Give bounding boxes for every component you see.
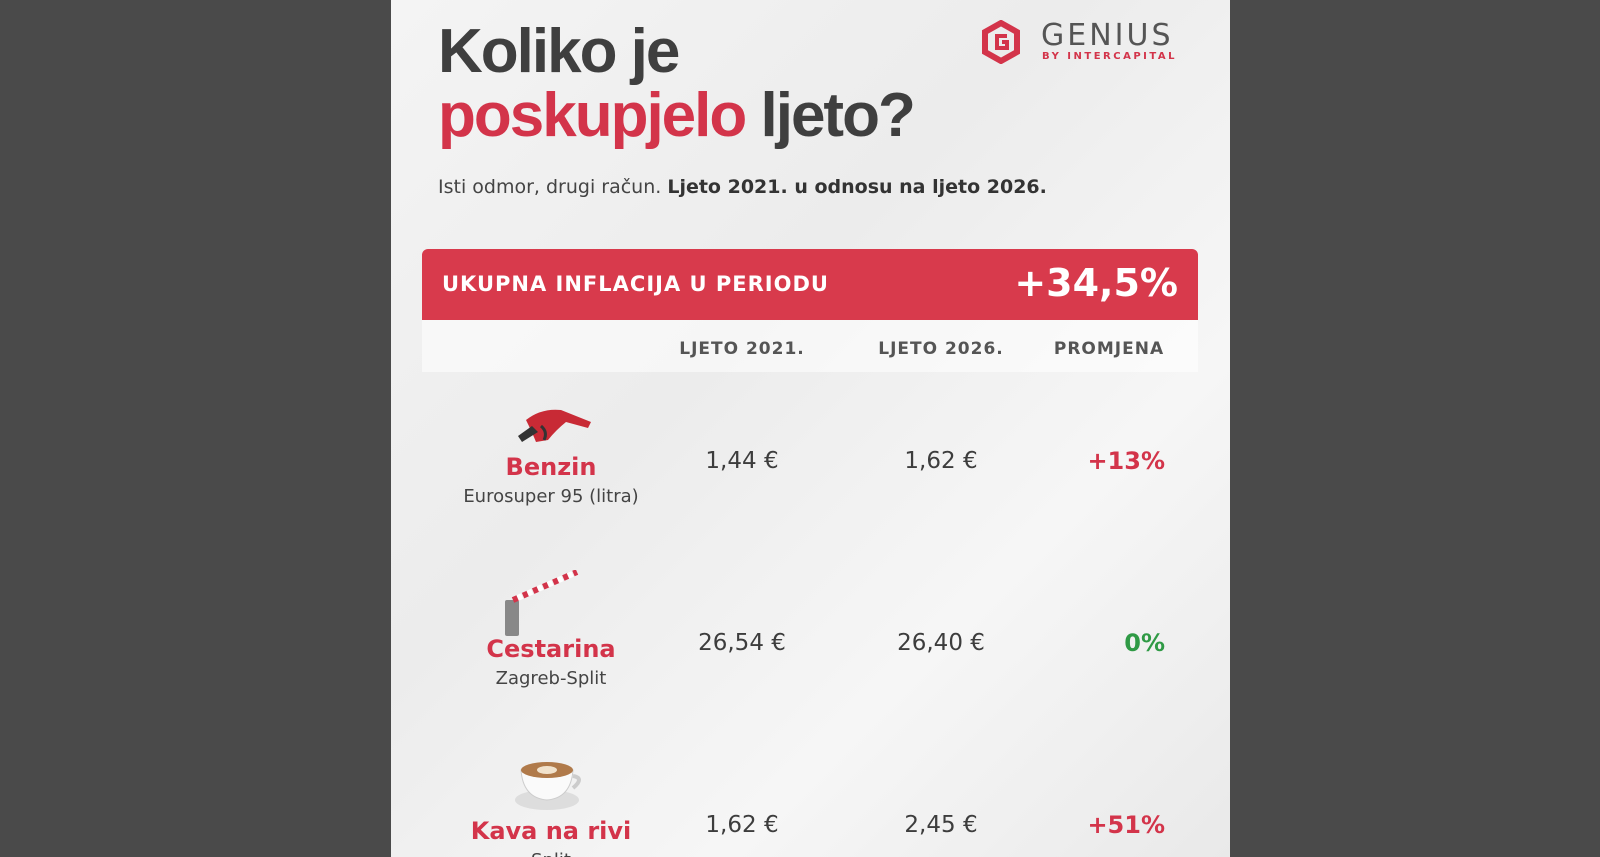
subtitle: Isti odmor, drugi račun. Ljeto 2021. u o… (438, 176, 1047, 198)
item-detail: Eurosuper 95 (litra) (463, 486, 639, 507)
banner-label: UKUPNA INFLACIJA U PERIODU (442, 272, 829, 296)
logo-tagline: BY INTERCAPITAL (1042, 51, 1178, 62)
item-name: Benzin (505, 453, 597, 481)
banner-value: +34,5% (1014, 261, 1178, 305)
coffee-cup-icon (515, 762, 581, 810)
toll-barrier-icon (505, 570, 579, 636)
price: 26,40 € (897, 630, 985, 656)
item-name: Cestarina (486, 635, 616, 663)
infographic: Koliko je poskupjelo ljeto? Isti odmor, … (391, 0, 1230, 857)
inflation-banner: UKUPNA INFLACIJA U PERIODU +34,5% (422, 249, 1198, 320)
title: Koliko je (438, 17, 680, 86)
logo-name: GENIUS (1041, 18, 1174, 53)
table-header: LJETO 2021. LJETO 2026. PROMJENA (422, 320, 1198, 372)
price: 1,62 € (904, 448, 978, 474)
item-detail: Split (531, 850, 571, 857)
price-change: +13% (1087, 447, 1165, 475)
price: 1,44 € (705, 448, 779, 474)
item-name: Kava na rivi (470, 817, 632, 845)
price: 1,62 € (705, 812, 779, 838)
price-change: +51% (1087, 811, 1165, 839)
title-rest: ljeto? (760, 81, 916, 150)
item-detail: Zagreb-Split (495, 668, 607, 689)
title: poskupjelo ljeto? (438, 80, 916, 151)
column-header: LJETO 2021. (679, 339, 805, 359)
logo-icon (982, 20, 1020, 64)
subtitle-plain: Isti odmor, drugi račun. (438, 176, 662, 198)
price: 26,54 € (698, 630, 786, 656)
column-header: PROMJENA (1053, 339, 1165, 359)
price-change: 0% (1124, 629, 1165, 657)
subtitle-bold: Ljeto 2021. u odnosu na ljeto 2026. (667, 176, 1047, 198)
fuel-nozzle-icon (518, 409, 591, 442)
title-highlight: poskupjelo (438, 81, 747, 150)
price: 2,45 € (904, 812, 978, 838)
column-header: LJETO 2026. (878, 339, 1004, 359)
